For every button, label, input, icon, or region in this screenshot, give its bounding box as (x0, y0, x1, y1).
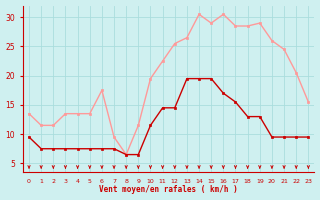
X-axis label: Vent moyen/en rafales ( km/h ): Vent moyen/en rafales ( km/h ) (99, 185, 238, 194)
